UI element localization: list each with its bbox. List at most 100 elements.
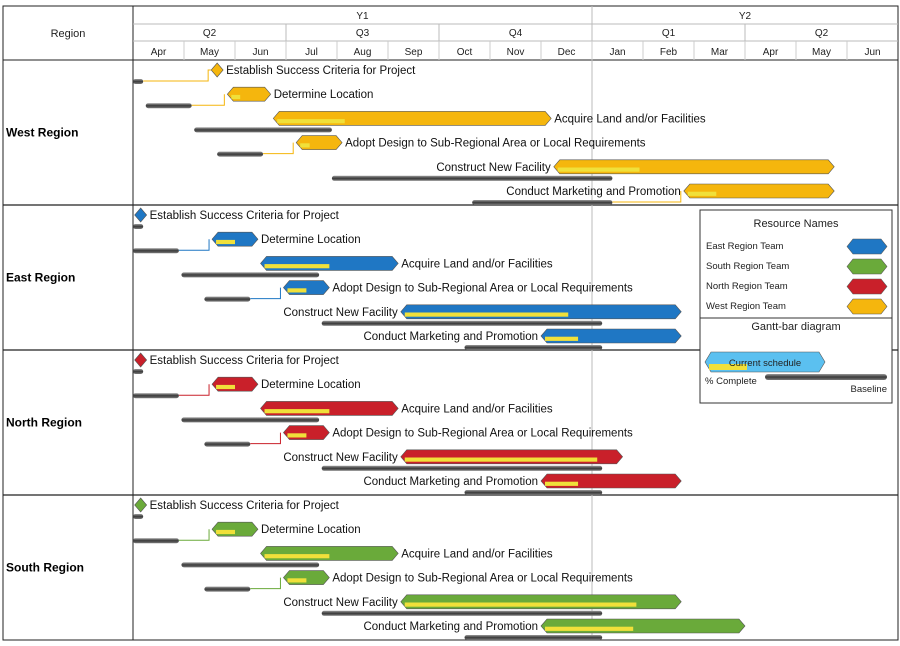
task-3-1: Determine Location [133,521,361,544]
baseline-connector [143,69,212,82]
month-label: Apr [151,47,167,58]
region-label: South Region [6,561,84,575]
schedule-bar [272,111,552,126]
legend-diagram-title: Gantt-bar diagram [751,321,840,333]
milestone-diamond [210,62,224,78]
month-label: Nov [507,47,525,58]
legend-current-label: Current schedule [729,358,801,369]
progress-fill [404,312,569,317]
progress-fill [216,529,235,535]
month-label: Aug [354,47,372,58]
task-2-2: Acquire Land and/or Facilities [181,401,553,423]
task-2-0: Establish Success Criteria for Project [133,352,340,374]
task-label: Construct New Facility [283,597,398,609]
baseline-bar [133,369,144,374]
year-label: Y1 [356,11,369,22]
task-1-4: Construct New Facility [283,304,682,326]
quarter-label: Q3 [356,28,370,39]
progress-fill [545,626,634,631]
year-label: Y2 [739,11,752,22]
task-1-3: Adopt Design to Sub-Regional Area or Loc… [204,280,633,302]
task-label: Establish Success Criteria for Project [226,65,416,77]
milestone-diamond [134,497,148,513]
task-label: Construct New Facility [283,307,398,319]
legend-progress-fill [709,364,747,370]
progress-fill [231,94,241,100]
task-label: Adopt Design to Sub-Regional Area or Loc… [332,573,633,585]
task-2-5: Conduct Marketing and Promotion [363,473,682,495]
progress-fill [404,457,598,462]
month-label: Oct [457,47,473,58]
legend-complete-label: % Complete [705,376,757,387]
progress-fill [277,119,345,124]
baseline-bar [321,465,603,471]
baseline-connector [263,142,294,155]
legend-swatch [846,278,888,295]
task-label: Determine Location [261,379,361,391]
baseline-bar [204,586,251,592]
legend-item-label: North Region Team [706,281,788,292]
task-label: Acquire Land and/or Facilities [401,548,553,560]
baseline-bar [331,175,613,181]
month-label: Jan [609,47,625,58]
legend-item-label: West Region Team [706,301,786,312]
legend-baseline-label: Baseline [851,384,887,395]
task-label: Adopt Design to Sub-Regional Area or Loc… [332,283,633,295]
baseline-connector [178,384,210,396]
task-0-4: Construct New Facility [331,159,835,181]
baseline-bar [133,248,179,254]
baseline-bar [204,441,251,447]
month-label: Feb [660,47,678,58]
region-label: West Region [6,126,78,140]
task-2-3: Adopt Design to Sub-Regional Area or Loc… [204,425,633,447]
quarter-label: Q2 [203,28,217,39]
task-label: Conduct Marketing and Promotion [363,331,538,343]
task-0-0: Establish Success Criteria for Project [133,62,416,84]
task-0-3: Adopt Design to Sub-Regional Area or Loc… [217,135,646,157]
task-1-5: Conduct Marketing and Promotion [363,328,682,350]
quarter-label: Q4 [509,28,523,39]
task-label: Acquire Land and/or Facilities [554,113,706,125]
baseline-bar [464,490,603,495]
legend-swatch [846,298,888,315]
milestone-diamond [134,207,148,223]
progress-fill [287,433,307,438]
baseline-bar [133,393,179,399]
schedule-bar [683,183,835,199]
region-label: East Region [6,271,75,285]
task-2-1: Determine Location [133,376,361,399]
task-label: Determine Location [261,234,361,246]
baseline-connector [178,239,210,251]
legend-title: Resource Names [754,218,839,230]
milestone-diamond [134,352,148,368]
task-1-0: Establish Success Criteria for Project [133,207,340,229]
baseline-bar [181,417,320,423]
baseline-connector [250,577,281,590]
legend-swatch [846,238,888,255]
progress-fill [545,481,579,486]
progress-fill [404,602,637,607]
progress-fill [264,409,330,414]
task-label: Establish Success Criteria for Project [150,500,340,512]
legend-swatch [846,258,888,275]
task-bars: Establish Success Criteria for Project De… [133,62,835,640]
progress-fill [287,288,307,293]
month-label: Dec [558,47,576,58]
task-label: Acquire Land and/or Facilities [401,403,553,415]
baseline-bar [472,200,613,205]
month-label: Jun [864,47,880,58]
baseline-bar [133,79,144,84]
month-label: Jun [252,47,268,58]
task-label: Acquire Land and/or Facilities [401,258,553,270]
task-label: Establish Success Criteria for Project [150,355,340,367]
baseline-bar [464,345,603,350]
legend-item-label: South Region Team [706,261,789,272]
baseline-bar [194,127,332,133]
progress-fill [300,143,310,148]
task-1-1: Determine Location [133,231,361,254]
month-label: Jul [305,47,318,58]
month-label: May [200,47,219,58]
region-column: West Region East Region North Region South … [6,126,84,575]
quarter-label: Q1 [662,28,676,39]
